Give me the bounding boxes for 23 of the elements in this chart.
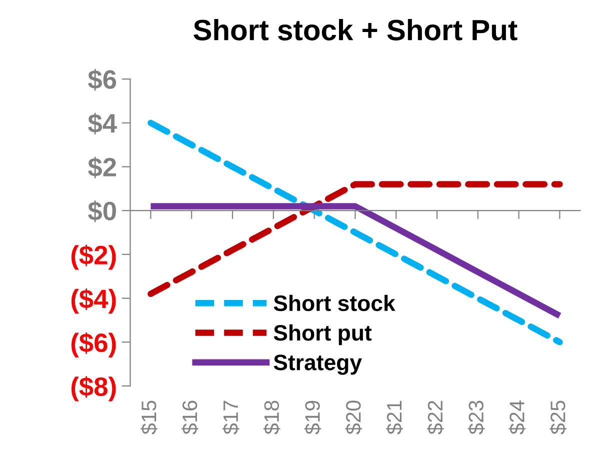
x-tick-label: $16	[182, 400, 198, 434]
x-tick-label: $25	[550, 400, 567, 434]
legend-label: Short stock	[274, 294, 396, 312]
y-tick-label: $4	[88, 112, 117, 134]
x-tick-label: $22	[426, 400, 444, 434]
chart-title: Short stock + Short Put	[194, 19, 518, 40]
x-tick-label: $23	[468, 400, 485, 434]
y-tick-label: $6	[88, 69, 116, 91]
x-tick-label: $17	[222, 400, 240, 434]
x-tick-label: $19	[304, 400, 322, 434]
legend-label: Strategy	[274, 354, 362, 375]
x-tick-label: $15	[140, 400, 158, 434]
y-tick-label: ($4)	[71, 288, 116, 314]
y-tick-label: $0	[88, 200, 116, 222]
y-tick-label: ($8)	[71, 376, 116, 402]
x-tick-label: $21	[386, 400, 403, 434]
y-tick-label: ($6)	[71, 332, 116, 358]
x-tick-label: $18	[263, 400, 280, 434]
x-tick-label: $24	[508, 400, 526, 434]
y-tick-label: ($2)	[71, 244, 116, 270]
legend-label: Short put	[274, 324, 372, 346]
y-tick-label: $2	[88, 156, 116, 178]
x-tick-label: $20	[345, 400, 362, 434]
